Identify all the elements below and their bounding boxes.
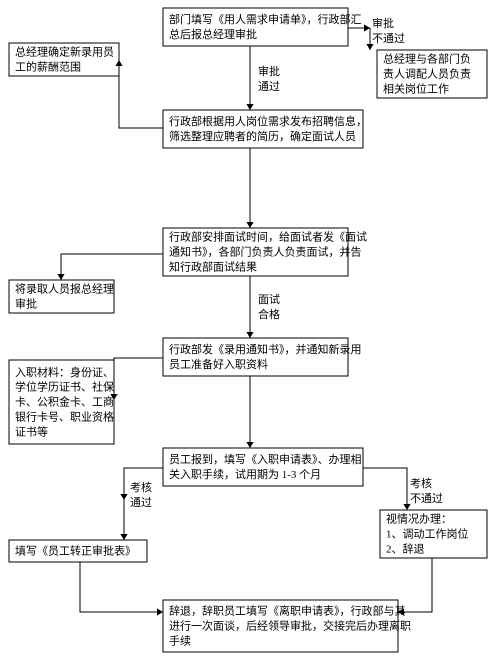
arrowhead — [403, 504, 410, 510]
arrowhead — [246, 442, 253, 448]
arrowhead — [366, 44, 373, 50]
flowchart-edge — [398, 558, 432, 612]
edge-label: 审批通过 — [258, 64, 280, 93]
arrowhead — [120, 494, 127, 500]
arrowhead — [120, 534, 127, 540]
flowchart-node: 行政部根据用人岗位需求发布招聘信息，筛选整理应聘者的简历，确定面试人员 — [163, 110, 367, 148]
flowchart-edge — [114, 358, 163, 400]
arrowhead — [246, 332, 253, 338]
flowchart-node: 视情况办理：1、调动工作岗位2、辞退 — [380, 510, 487, 558]
node-text: 填写《员工转正审批表》 — [15, 544, 136, 558]
arrowhead — [364, 24, 370, 31]
edge-label: 审批不通过 — [372, 16, 405, 45]
flowchart-node: 总经理与各部门负责人调配人员负责相关岗位工作 — [377, 50, 487, 98]
flowchart-node: 行政部发《录用通知书》，并通知新录用员工准备好入职资料 — [163, 338, 362, 376]
edge-label: 面试合格 — [258, 293, 280, 321]
flowchart-node: 部门填写《用人需求申请单》，行政部汇总后报总经理审批 — [163, 8, 362, 46]
flowchart-node: 入职材料：身份证、学位学历证书、社保卡、公积金卡、工商银行卡号、职业资格证书等 — [9, 360, 114, 444]
arrowhead — [246, 222, 253, 228]
flowchart-node: 辞退，辞职员工填写《离职申请表》，行政部与其进行一次面谈，后经领导审批，交接完后… — [163, 600, 411, 652]
flowchart-edge — [363, 468, 407, 510]
flowchart-edge — [80, 562, 163, 612]
arrowhead — [157, 608, 163, 615]
flowchart-node: 填写《员工转正审批表》 — [9, 540, 147, 562]
arrowhead — [246, 104, 253, 110]
flowchart-node: 行政部安排面试时间，给面试者发《面试通知书》，各部门负责人负责面试，并告知行政部… — [163, 228, 367, 276]
flowchart-node: 将录取人员报总经理审批 — [9, 280, 114, 313]
flowchart-node: 总经理确定新录用员工的薪酬范围 — [9, 43, 119, 76]
arrowhead — [57, 274, 64, 280]
edge-label: 考核通过 — [130, 480, 152, 509]
edge-label: 考核不通过 — [410, 476, 443, 505]
flowchart-edge — [119, 60, 163, 128]
flowchart-node: 员工报到，填写《入职申请表》、办理相关入职手续，试用期为 1-3 个月 — [163, 448, 363, 486]
flowchart-edge — [61, 254, 163, 280]
